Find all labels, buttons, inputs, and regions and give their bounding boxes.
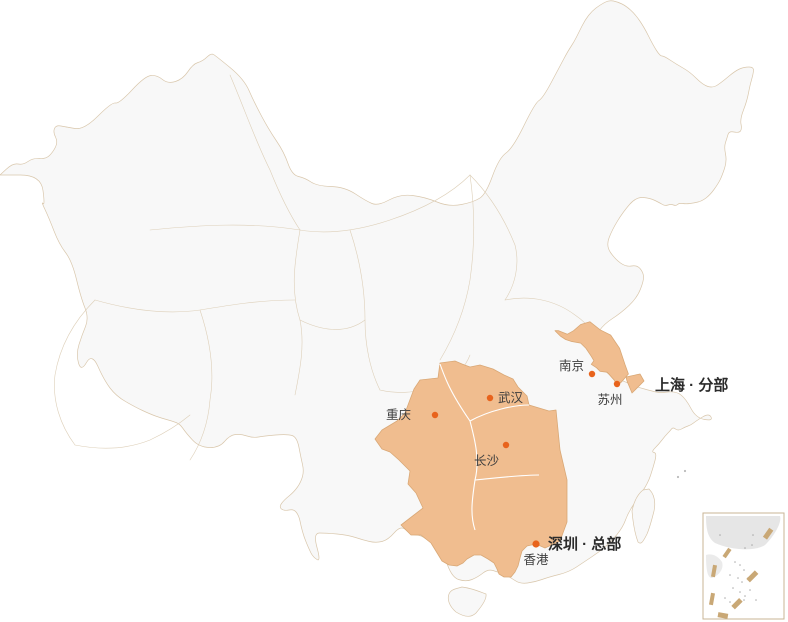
svg-text:南京: 南京 [559, 358, 584, 373]
svg-text:香港: 香港 [523, 553, 549, 567]
svg-text:长沙: 长沙 [474, 454, 500, 468]
svg-text:深圳 · 总部: 深圳 · 总部 [548, 535, 621, 553]
svg-text:武汉: 武汉 [498, 391, 524, 405]
svg-text:苏州: 苏州 [597, 392, 622, 407]
svg-text:上海 · 分部: 上海 · 分部 [655, 376, 728, 394]
svg-text:重庆: 重庆 [386, 407, 412, 422]
